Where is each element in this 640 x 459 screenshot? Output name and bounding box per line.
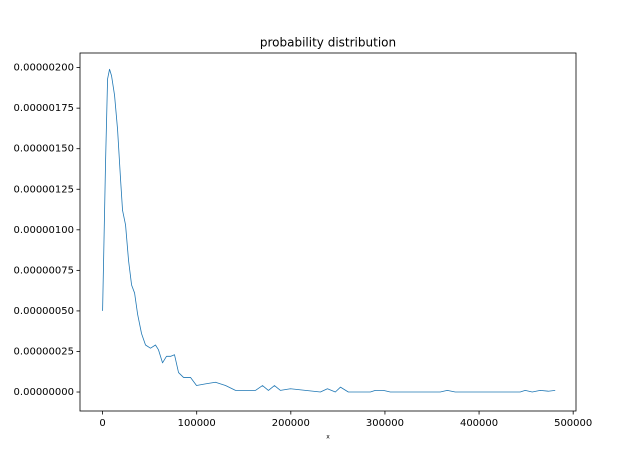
y-tick-label: 0.00000100 xyxy=(14,225,74,236)
y-tick-label: 0.00000200 xyxy=(14,63,74,74)
y-tick-label: 0.00000000 xyxy=(14,387,74,398)
chart-title: probability distribution xyxy=(260,36,396,50)
x-tick-label: 100000 xyxy=(178,418,216,429)
y-tick-label: 0.00000075 xyxy=(14,265,74,276)
y-tick-label: 0.00000175 xyxy=(14,103,74,114)
x-tick-label: 500000 xyxy=(554,418,592,429)
data-line xyxy=(102,68,556,393)
axes-frame xyxy=(79,52,577,412)
y-tick-label: 0.00000025 xyxy=(14,346,74,357)
x-axis-label: x xyxy=(326,434,330,441)
x-tick-label: 0 xyxy=(99,418,105,429)
x-tick-label: 200000 xyxy=(272,418,310,429)
x-tick-label: 400000 xyxy=(460,418,498,429)
y-tick-label: 0.00000050 xyxy=(14,306,74,317)
y-tick-label: 0.00000125 xyxy=(14,184,74,195)
y-tick-label: 0.00000150 xyxy=(14,144,74,155)
x-tick-label: 300000 xyxy=(366,418,404,429)
